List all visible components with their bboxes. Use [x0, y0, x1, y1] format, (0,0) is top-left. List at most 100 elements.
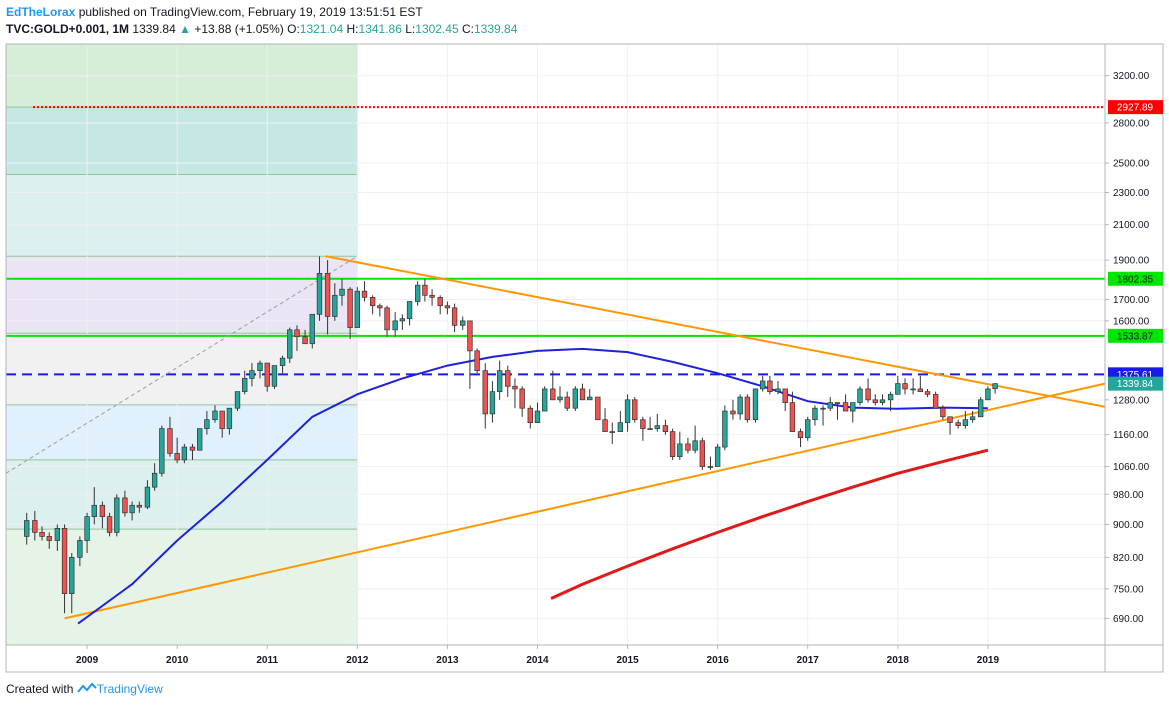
time-tick-label: 2011 — [256, 655, 278, 666]
fib-retracement-zones — [6, 44, 358, 645]
candle-body — [978, 399, 984, 418]
low-value: 1302.45 — [415, 22, 459, 36]
candle-body — [422, 284, 428, 296]
candle-body — [857, 388, 863, 403]
candle-body — [181, 446, 188, 461]
candle-body — [444, 305, 451, 309]
open-value: 1321.04 — [299, 22, 344, 36]
price-tick-label: 820.00 — [1113, 553, 1144, 564]
candle-body — [842, 402, 849, 412]
candle-body — [324, 273, 331, 317]
candle-body — [797, 431, 804, 439]
trendlines[interactable] — [5, 255, 1106, 620]
fib-zone — [6, 333, 358, 405]
price-tick-label: 1600.00 — [1113, 316, 1150, 327]
candle-body — [226, 407, 233, 429]
created-with-text: Created with — [6, 682, 74, 696]
time-tick-label: 2010 — [166, 655, 189, 666]
price-tick-label: 2500.00 — [1113, 159, 1150, 170]
candle-body — [527, 407, 533, 423]
candle-body — [879, 399, 886, 403]
candle-body — [865, 388, 871, 401]
published-text: published on TradingView.com, February 1… — [78, 5, 423, 19]
price-tick-label: 1280.00 — [1113, 395, 1150, 406]
candle-body — [609, 431, 615, 433]
candle-body — [640, 419, 646, 429]
candle-body — [69, 556, 75, 594]
time-axis[interactable]: 2009 2010 2011 2012 2013 2014 2015 2016 2017 2018… — [76, 645, 1000, 666]
candle-body — [167, 428, 173, 454]
candle-body — [677, 443, 683, 458]
time-tick-label: 2018 — [887, 655, 910, 666]
candle-body — [557, 396, 563, 401]
high-label: H: — [346, 22, 359, 36]
candle-body — [77, 540, 83, 558]
candle-body — [429, 294, 435, 298]
candle-body — [744, 396, 751, 421]
candle-body — [39, 532, 45, 537]
candle-body — [399, 318, 406, 322]
price-tick-label: 690.00 — [1113, 614, 1144, 625]
change-arrow-icon: ▲ — [179, 22, 192, 36]
price-axis[interactable]: 3200.00 2800.00 2500.00 2300.00 2100.00 1900.… — [1105, 71, 1150, 625]
candle-body — [699, 440, 706, 467]
price-tick-label: 900.00 — [1113, 520, 1144, 531]
candle-body — [347, 288, 353, 328]
footer: Created with TradingView — [6, 682, 163, 696]
candle-body — [339, 288, 345, 296]
time-tick-label: 2019 — [977, 655, 1000, 666]
tradingview-logo-icon — [76, 682, 97, 693]
tradingview-brand[interactable]: TradingView — [96, 682, 163, 696]
candle-body — [564, 396, 570, 409]
horizontal-levels[interactable] — [6, 106, 1105, 376]
candle-body — [895, 383, 901, 395]
candle-body — [212, 410, 218, 421]
chart-header: EdTheLorax published on TradingView.com,… — [6, 4, 706, 38]
price-tick-label: 750.00 — [1113, 584, 1144, 595]
candle-body — [460, 320, 466, 326]
candle-body — [106, 516, 113, 533]
low-label: L: — [405, 22, 416, 36]
candle-body — [992, 383, 998, 390]
candle-body — [647, 428, 653, 430]
candle-body — [685, 443, 691, 451]
price-tick-label: 1160.00 — [1113, 430, 1149, 441]
candle-body — [392, 320, 398, 331]
trendline — [325, 255, 1106, 408]
candle-body — [737, 396, 743, 415]
candle-body — [969, 416, 976, 421]
close-label: C: — [462, 22, 474, 36]
open-label: O: — [287, 22, 300, 36]
candle-body — [279, 357, 286, 366]
price-tag-label: 2927.89 — [1117, 103, 1154, 114]
candle-body — [752, 388, 759, 421]
candle-body — [789, 402, 796, 432]
price-tag-box — [1108, 271, 1163, 286]
time-tick-label: 2017 — [797, 655, 820, 666]
candle-body — [587, 396, 593, 401]
price-tick-label: 1700.00 — [1113, 295, 1150, 306]
candle-body — [61, 528, 68, 594]
candle-body — [902, 383, 908, 390]
candle-body — [316, 273, 323, 315]
candle-body — [767, 380, 773, 392]
time-tick-label: 2013 — [436, 655, 459, 666]
candle-body — [850, 402, 856, 412]
time-tick-label: 2014 — [526, 655, 549, 666]
chart-border — [5, 43, 1164, 673]
candle-body — [805, 419, 811, 439]
candle-body — [361, 290, 368, 298]
price-tick-label: 980.00 — [1113, 490, 1144, 501]
author-name[interactable]: EdTheLorax — [6, 5, 76, 19]
candle-body — [271, 365, 278, 387]
candle-body — [114, 497, 120, 533]
candle-body — [887, 393, 894, 401]
candle-body — [669, 431, 676, 458]
price-tag-label: 1802.35 — [1117, 274, 1154, 285]
candle-body — [617, 422, 624, 432]
time-tick-label: 2012 — [346, 655, 369, 666]
candle-body — [632, 399, 638, 421]
candle-body — [264, 362, 270, 387]
